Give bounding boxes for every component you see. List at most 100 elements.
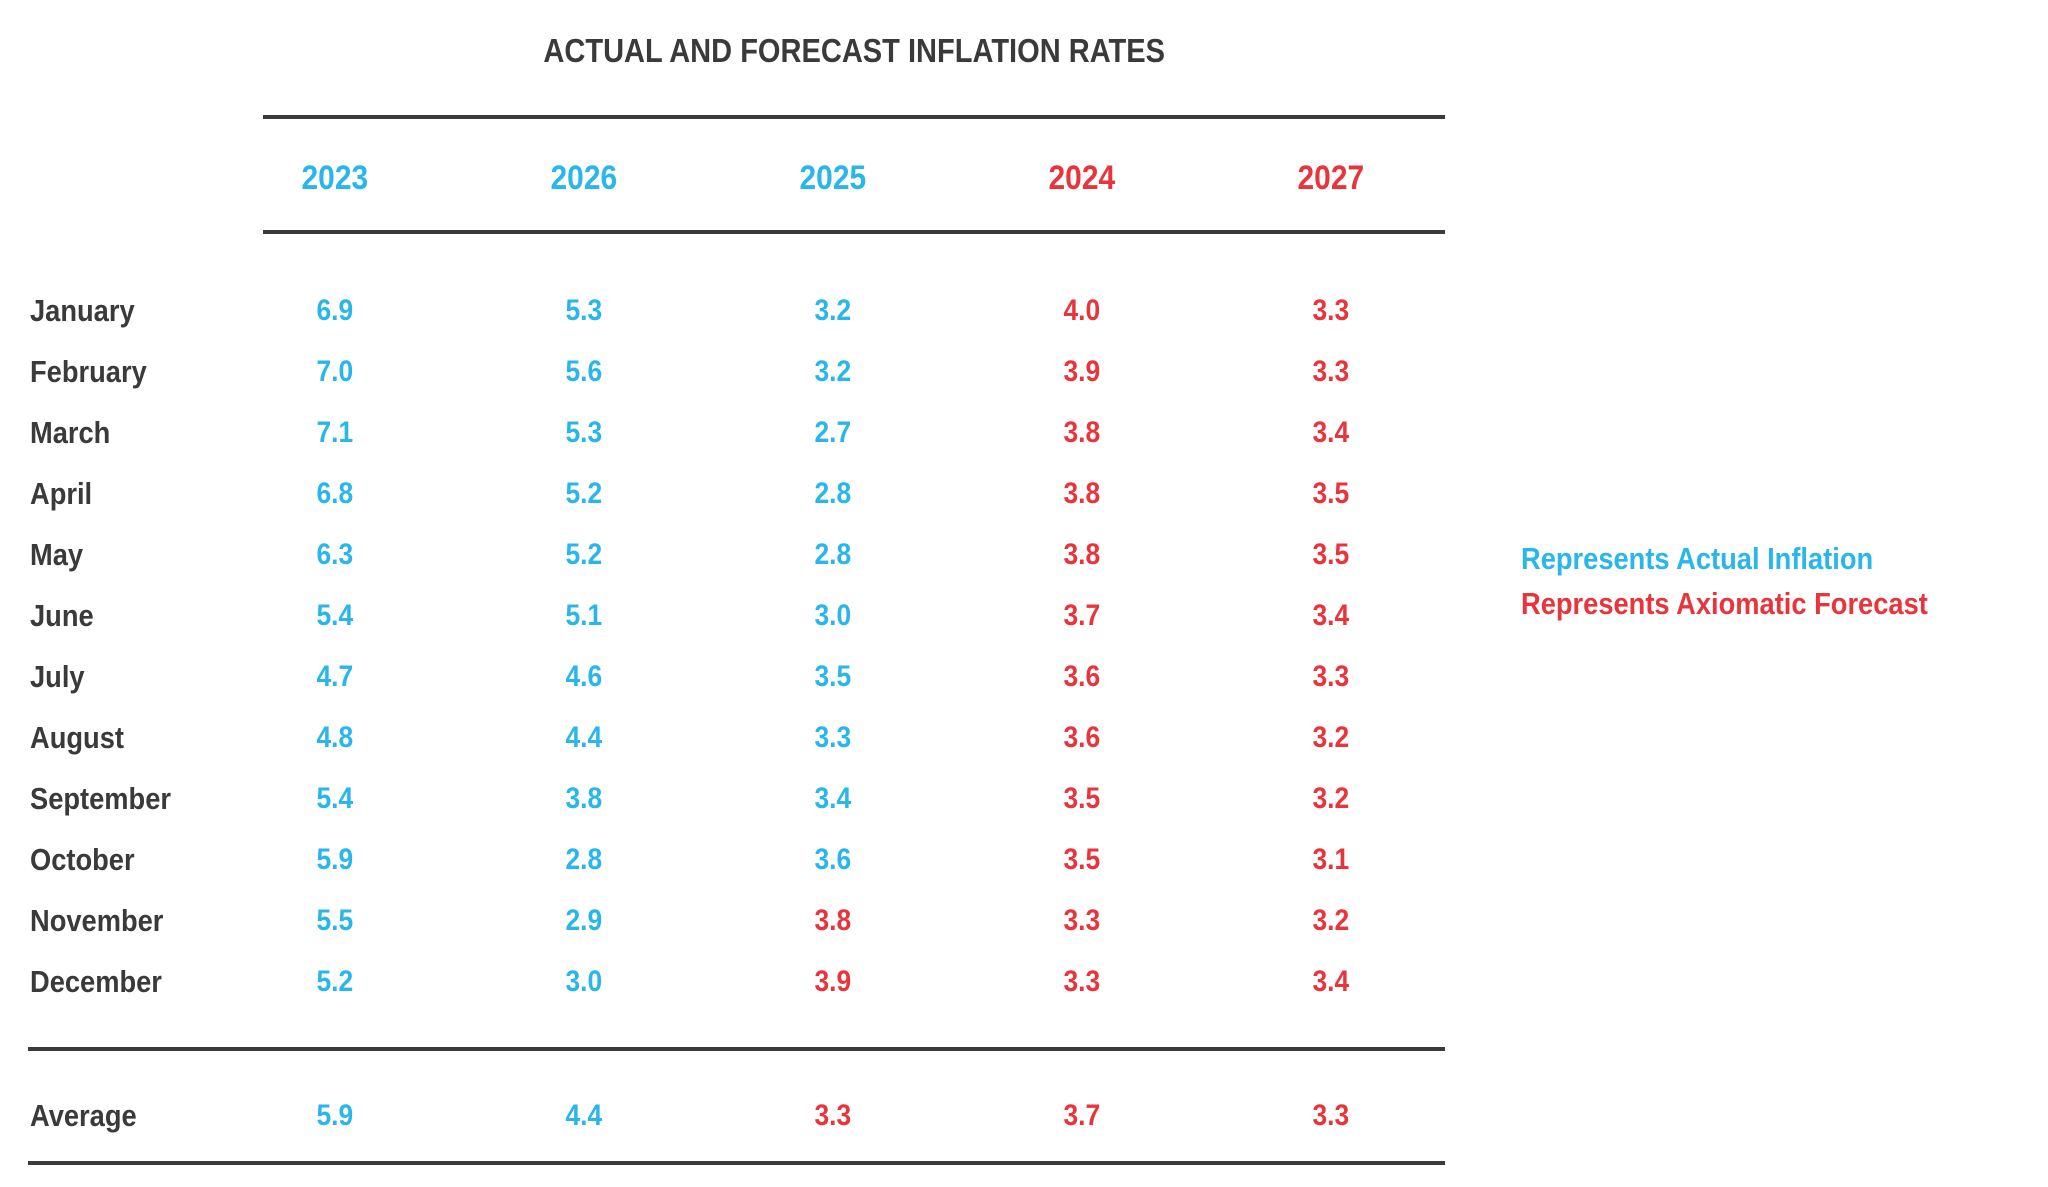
value-cell: 3.8 [1063, 415, 1100, 449]
value-cell: 5.6 [565, 354, 602, 388]
value-cell: 3.2 [814, 354, 851, 388]
value-cell: 2.8 [565, 842, 602, 876]
value-cell: 3.8 [1063, 476, 1100, 510]
table-row-july: July 4.7 4.6 3.5 3.6 3.3 [0, 646, 1455, 707]
table-row-december: December 5.2 3.0 3.9 3.3 3.4 [0, 951, 1455, 1012]
value-cell: 5.3 [565, 293, 602, 327]
value-cell: 3.8 [814, 903, 851, 937]
value-cell: 5.2 [565, 476, 602, 510]
value-cell: 5.2 [565, 537, 602, 571]
value-cell: 3.6 [1063, 720, 1100, 754]
month-label: January [30, 292, 135, 328]
table-row-august: August 4.8 4.4 3.3 3.6 3.2 [0, 707, 1455, 768]
value-cell: 2.8 [814, 476, 851, 510]
value-cell: 4.6 [565, 659, 602, 693]
average-value-cell: 3.3 [1312, 1098, 1349, 1132]
value-cell: 3.8 [1063, 537, 1100, 571]
value-cell: 5.1 [565, 598, 602, 632]
value-cell: 3.6 [1063, 659, 1100, 693]
month-label: April [30, 475, 93, 511]
value-cell: 3.5 [814, 659, 851, 693]
average-value-cell: 5.9 [316, 1098, 353, 1132]
value-cell: 3.3 [1312, 354, 1349, 388]
year-header-row: 2023 2026 2025 2024 2027 [0, 148, 1455, 209]
table-row-february: February 7.0 5.6 3.2 3.9 3.3 [0, 341, 1455, 402]
value-cell: 3.8 [565, 781, 602, 815]
value-cell: 5.3 [565, 415, 602, 449]
value-cell: 3.4 [1312, 964, 1349, 998]
average-value-cell: 3.3 [814, 1098, 851, 1132]
value-cell: 3.3 [1063, 903, 1100, 937]
month-label: November [30, 902, 164, 938]
average-label: Average [30, 1097, 137, 1133]
column-header-2025: 2025 [799, 159, 866, 197]
table-row-january: January 6.9 5.3 3.2 4.0 3.3 [0, 280, 1455, 341]
value-cell: 3.3 [1312, 293, 1349, 327]
month-label: June [30, 597, 94, 633]
column-header-2024: 2024 [1048, 159, 1115, 197]
month-label: July [30, 658, 85, 694]
value-cell: 5.2 [316, 964, 353, 998]
value-cell: 4.0 [1063, 293, 1100, 327]
value-cell: 3.9 [814, 964, 851, 998]
value-cell: 3.7 [1063, 598, 1100, 632]
value-cell: 2.9 [565, 903, 602, 937]
legend: Represents Actual Inflation Represents A… [1521, 536, 1983, 626]
column-header-2027: 2027 [1297, 159, 1364, 197]
value-cell: 3.2 [1312, 781, 1349, 815]
value-cell: 3.3 [814, 720, 851, 754]
value-cell: 3.2 [814, 293, 851, 327]
value-cell: 3.1 [1312, 842, 1349, 876]
page-title: ACTUAL AND FORECAST INFLATION RATES [263, 30, 1445, 72]
value-cell: 3.2 [1312, 903, 1349, 937]
value-cell: 2.7 [814, 415, 851, 449]
table-body: January 6.9 5.3 3.2 4.0 3.3 February 7.0 5.6 3.2 3… [0, 280, 1455, 1012]
value-cell: 4.8 [316, 720, 353, 754]
value-cell: 3.5 [1063, 842, 1100, 876]
value-cell: 4.7 [316, 659, 353, 693]
page-title-text: ACTUAL AND FORECAST INFLATION RATES [543, 32, 1165, 69]
legend-actual-inflation: Represents Actual Inflation [1521, 541, 1874, 576]
month-label: December [30, 963, 162, 999]
value-cell: 3.4 [1312, 598, 1349, 632]
value-cell: 3.4 [814, 781, 851, 815]
value-cell: 5.5 [316, 903, 353, 937]
table-row-may: May 6.3 5.2 2.8 3.8 3.5 [0, 524, 1455, 585]
month-label: May [30, 536, 84, 572]
value-cell: 7.1 [316, 415, 353, 449]
value-cell: 3.6 [814, 842, 851, 876]
value-cell: 3.0 [565, 964, 602, 998]
value-cell: 4.4 [565, 720, 602, 754]
value-cell: 3.2 [1312, 720, 1349, 754]
value-cell: 6.3 [316, 537, 353, 571]
value-cell: 5.4 [316, 781, 353, 815]
value-cell: 5.9 [316, 842, 353, 876]
value-cell: 5.4 [316, 598, 353, 632]
month-label: September [30, 780, 172, 816]
table-row-june: June 5.4 5.1 3.0 3.7 3.4 [0, 585, 1455, 646]
value-cell: 3.3 [1063, 964, 1100, 998]
month-label: February [30, 353, 147, 389]
value-cell: 3.5 [1312, 476, 1349, 510]
average-value-cell: 3.7 [1063, 1098, 1100, 1132]
average-row: Average 5.9 4.4 3.3 3.7 3.3 [0, 1085, 1455, 1146]
average-top-rule [28, 1047, 1445, 1051]
value-cell: 3.4 [1312, 415, 1349, 449]
month-label: August [30, 719, 124, 755]
value-cell: 3.0 [814, 598, 851, 632]
column-header-2023: 2023 [301, 159, 368, 197]
month-label: March [30, 414, 111, 450]
value-cell: 3.5 [1063, 781, 1100, 815]
value-cell: 6.8 [316, 476, 353, 510]
column-header-2026: 2026 [550, 159, 617, 197]
average-bottom-rule [28, 1161, 1445, 1165]
value-cell: 3.5 [1312, 537, 1349, 571]
month-label: October [30, 841, 135, 877]
value-cell: 6.9 [316, 293, 353, 327]
table-row-march: March 7.1 5.3 2.7 3.8 3.4 [0, 402, 1455, 463]
value-cell: 2.8 [814, 537, 851, 571]
table-row-september: September 5.4 3.8 3.4 3.5 3.2 [0, 768, 1455, 829]
average-value-cell: 4.4 [565, 1098, 602, 1132]
value-cell: 7.0 [316, 354, 353, 388]
